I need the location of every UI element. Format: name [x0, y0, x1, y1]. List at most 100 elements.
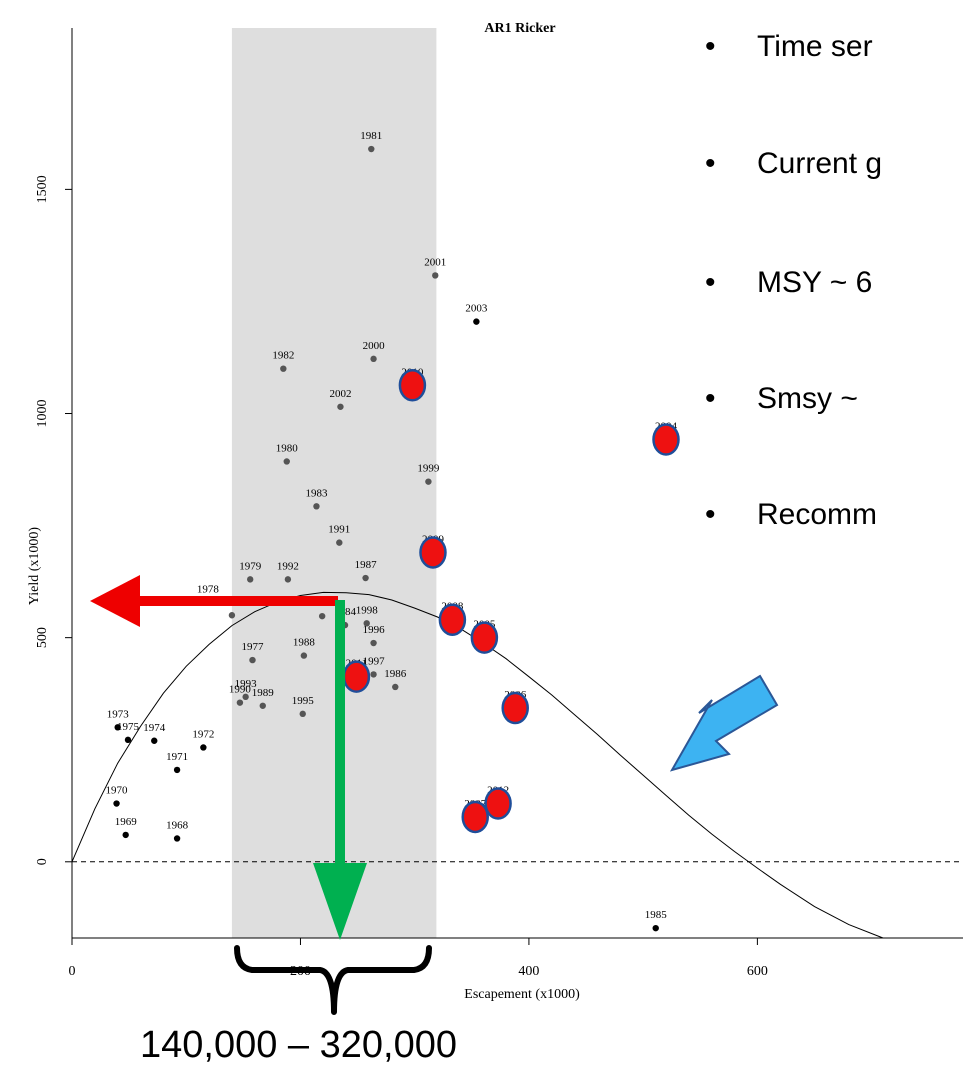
data-point: [473, 318, 480, 325]
data-point: [370, 639, 377, 647]
point-label: 1998: [356, 604, 379, 616]
data-point: [284, 576, 292, 583]
x-axis-label: Escapement (x1000): [464, 987, 580, 1002]
red-arrow: [90, 575, 338, 627]
data-point: [249, 656, 256, 664]
point-label: 1982: [272, 350, 294, 362]
highlight-marker: [461, 800, 489, 834]
data-point: [247, 576, 254, 583]
point-label: 1992: [277, 560, 299, 572]
bullet-text: Time ser: [757, 30, 873, 63]
green-arrow-shaft: [335, 600, 345, 865]
red-arrow-head: [90, 575, 140, 627]
bullet-text: Recomm: [757, 498, 878, 531]
point-label: 1972: [192, 728, 214, 740]
data-point: [236, 699, 244, 706]
data-point: [337, 403, 344, 410]
point-label: 1997: [363, 655, 386, 667]
data-point: [432, 272, 439, 279]
chart-title: AR1 Ricker: [484, 21, 555, 36]
data-point: [300, 652, 308, 659]
y-tick-label: 0: [35, 858, 50, 865]
point-label: 1986: [384, 668, 407, 680]
data-point: [114, 724, 121, 731]
highlight-marker: [470, 621, 499, 654]
data-point: [113, 800, 120, 807]
y-tick-label: 1500: [35, 175, 50, 203]
point-label: 1988: [293, 637, 316, 649]
data-point: [299, 710, 306, 718]
point-label: 1974: [143, 722, 166, 734]
data-point: [652, 924, 659, 932]
point-label: 1987: [355, 559, 378, 571]
y-axis-label: Yield (x1000): [27, 527, 42, 605]
data-point: [283, 458, 290, 465]
point-label: 1975: [117, 721, 140, 733]
data-point: [151, 737, 158, 744]
point-label: 1990: [229, 684, 252, 696]
highlight-marker: [438, 603, 467, 636]
blue-arrow: [669, 674, 779, 772]
highlight-marker: [342, 660, 371, 693]
data-point: [242, 693, 249, 701]
data-point: [370, 671, 377, 678]
point-label: 1983: [305, 487, 328, 499]
highlight-marker: [398, 369, 427, 402]
recommended-range-band: [231, 28, 437, 938]
highlight-marker: [419, 536, 447, 569]
bullet-item: • Current g: [705, 147, 883, 180]
point-label: 1985: [645, 909, 668, 921]
point-label: 1971: [166, 751, 188, 763]
bullet-item: • Recomm: [705, 498, 878, 531]
data-point: [122, 831, 129, 839]
y-tick-label: 1000: [35, 400, 50, 428]
green-arrow-head: [313, 863, 367, 940]
point-label: 1981: [360, 130, 382, 142]
point-label: 1973: [107, 708, 130, 720]
data-point: [318, 612, 326, 620]
data-point: [370, 355, 377, 363]
point-label: 1978: [197, 584, 220, 596]
point-label: 1993: [235, 678, 258, 690]
point-label: 2000: [363, 340, 386, 352]
bullet-text: Current g: [757, 147, 883, 180]
escapement-range-label: 140,000 – 320,000: [140, 1024, 457, 1066]
data-point: [368, 145, 375, 153]
highlight-marker: [652, 423, 680, 456]
range-brace: [234, 945, 432, 1015]
x-tick-label: 400: [518, 964, 539, 979]
bullet-item: • Time ser: [705, 30, 873, 63]
point-label: 1977: [241, 641, 264, 653]
data-point: [425, 478, 432, 485]
point-label: 2001: [424, 256, 446, 268]
data-point: [124, 736, 132, 744]
x-tick-label: 600: [747, 964, 768, 979]
data-point: [200, 744, 207, 751]
point-label: 1968: [166, 819, 189, 831]
data-point: [362, 574, 369, 582]
x-tick-label: 0: [69, 964, 76, 979]
data-point: [259, 702, 266, 709]
point-label: 1969: [115, 816, 138, 828]
data-point: [173, 766, 181, 774]
point-label: 1980: [276, 442, 299, 454]
red-arrow-shaft: [138, 596, 338, 606]
point-label: 1989: [252, 687, 275, 699]
data-point: [363, 620, 370, 627]
y-tick-label: 500: [35, 627, 50, 648]
bullet-list: • Time ser • Current g • MSY ~ 6 • Smsy ~ • R…: [705, 0, 963, 580]
data-point: [336, 539, 343, 546]
point-label: 1995: [292, 695, 315, 707]
highlight-marker: [484, 787, 512, 820]
bullet-text: MSY ~ 6: [757, 266, 873, 299]
point-label: 1991: [328, 524, 350, 536]
bullet-text: Smsy ~: [757, 382, 858, 415]
data-point: [392, 683, 399, 691]
point-label: 1999: [417, 463, 440, 475]
point-label: 1996: [363, 624, 386, 636]
data-point: [313, 503, 320, 510]
bullet-item: • MSY ~ 6: [705, 266, 873, 299]
highlight-marker: [501, 691, 529, 725]
data-point: [173, 835, 181, 842]
